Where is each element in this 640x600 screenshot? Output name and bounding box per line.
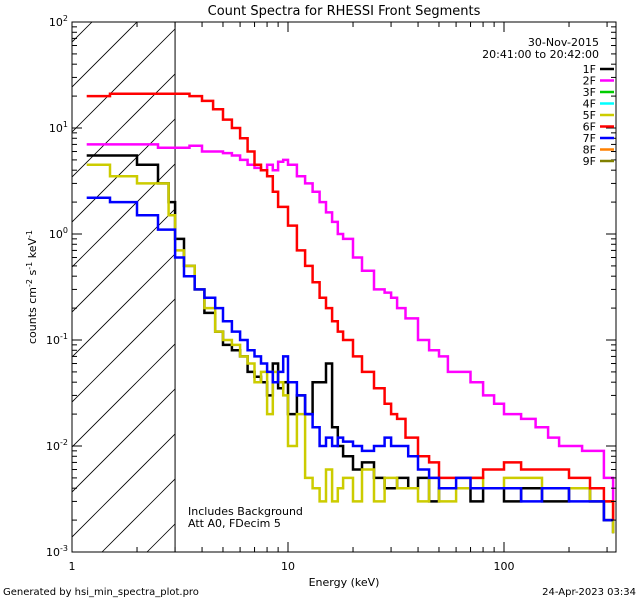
legend-label-5f: 5F: [583, 109, 596, 122]
legend-label-9f: 9F: [583, 155, 596, 168]
series-line-2f: [86, 143, 615, 502]
y-tick-label: 10-2: [46, 438, 68, 453]
legend-label-6f: 6F: [583, 121, 596, 134]
series-line-5f: [86, 163, 615, 534]
time-range-label: 20:41:00 to 20:42:00: [482, 48, 599, 61]
y-tick-label: 100: [49, 226, 68, 241]
y-tick-label: 102: [49, 14, 68, 29]
y-tick-label: 10-1: [46, 332, 68, 347]
date-label: 30-Nov-2015: [528, 36, 599, 49]
note-background: Includes Background: [188, 505, 303, 518]
note-attenuator: Att A0, FDecim 5: [188, 517, 281, 530]
x-axis-label: Energy (keV): [309, 576, 380, 589]
plot-frame: [71, 21, 617, 553]
chart-title: Count Spectra for RHESSI Front Segments: [208, 4, 481, 19]
legend-label-2f: 2F: [583, 75, 596, 88]
series-line-1f: [86, 154, 615, 534]
timestamp-label: 24-Apr-2023 03:34: [542, 587, 636, 598]
x-tick-label: 100: [494, 560, 515, 573]
x-tick-label: 1: [69, 560, 76, 573]
legend-label-4f: 4F: [583, 98, 596, 111]
legend-label-7f: 7F: [583, 132, 596, 145]
y-tick-label: 101: [49, 120, 68, 135]
x-tick-label: 10: [281, 560, 295, 573]
series-line-6f: [86, 92, 615, 521]
generated-by-label: Generated by hsi_min_spectra_plot.pro: [3, 587, 199, 598]
legend-label-3f: 3F: [583, 86, 596, 99]
series-line-7f: [86, 196, 614, 522]
hatched-region: [72, 22, 616, 552]
legend-label-1f: 1F: [583, 63, 596, 76]
y-axis-label: counts cm-2 s-1 keV-1: [25, 230, 39, 344]
y-tick-label: 10-3: [46, 544, 68, 559]
legend-label-8f: 8F: [583, 144, 596, 157]
